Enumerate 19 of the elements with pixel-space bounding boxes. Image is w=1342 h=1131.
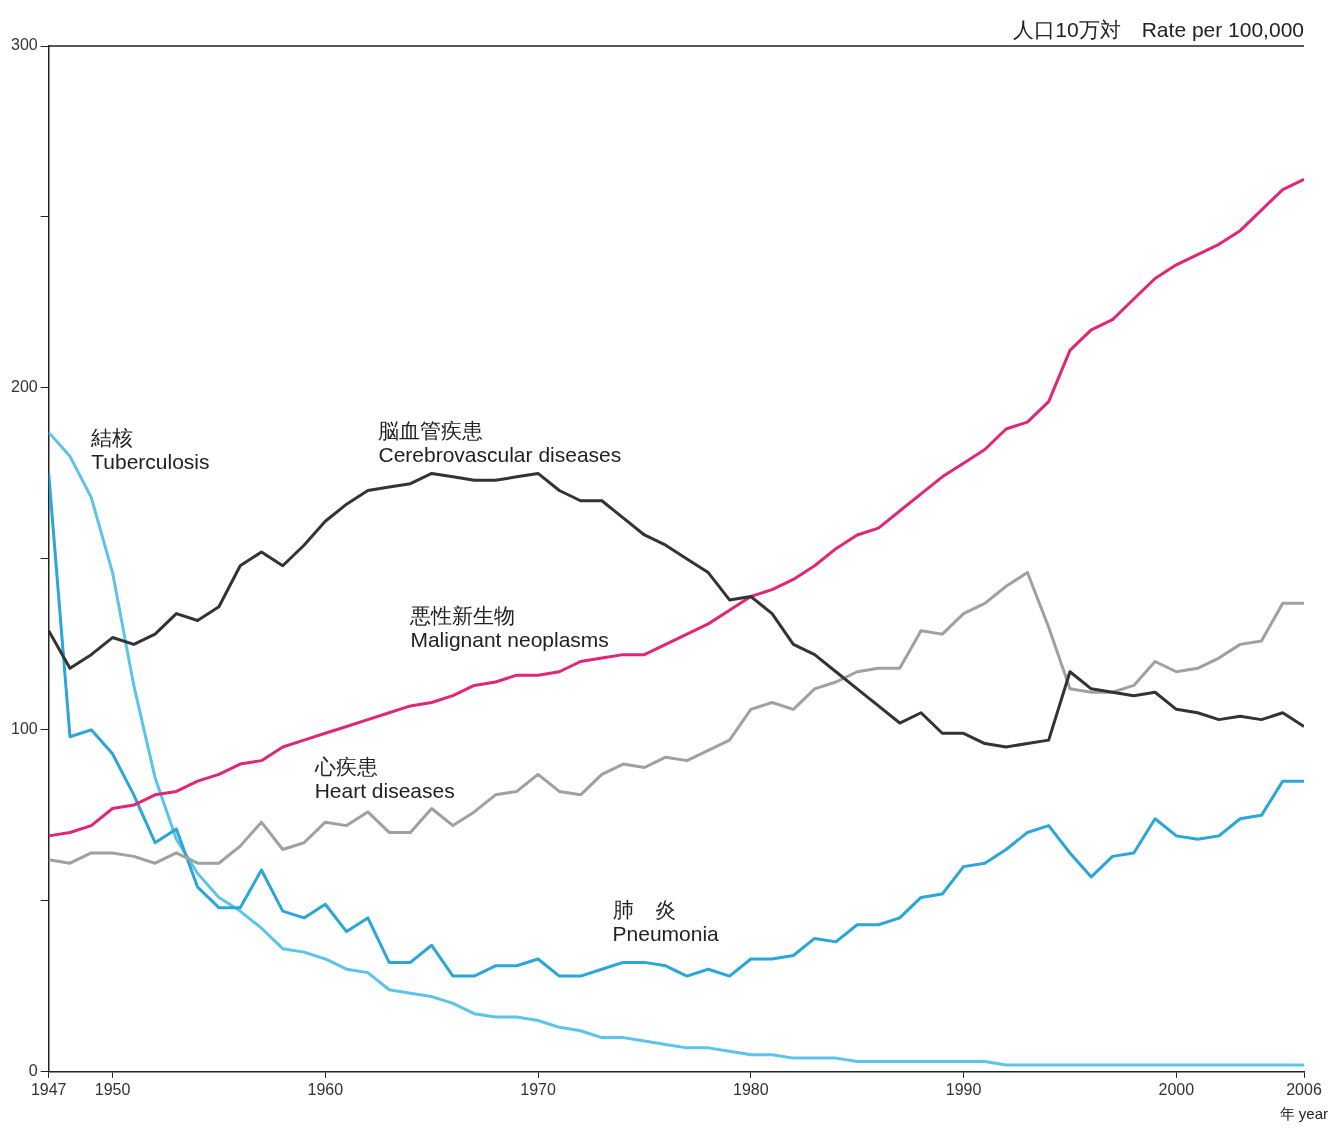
y-tick-label: 0	[28, 1062, 38, 1080]
y-tick-label: 100	[10, 720, 38, 738]
y-tick-label: 300	[10, 36, 38, 54]
x-axis-title: 年 year	[1279, 1105, 1328, 1123]
y-axis-title: 人口10万対 Rate per 100,000	[1013, 18, 1304, 42]
x-tick-label: 1960	[307, 1080, 344, 1098]
x-tick-label: 1970	[520, 1080, 556, 1098]
series-label: 脳血管疾患 Cerebrovascular diseases	[378, 419, 622, 467]
x-tick-label: 1947	[30, 1080, 67, 1098]
series-label: 結核 Tuberculosis	[90, 426, 210, 474]
x-tick-label: 1990	[945, 1080, 982, 1098]
y-tick-label: 200	[10, 378, 38, 396]
series-label: 心疾患 Heart diseases	[313, 754, 455, 802]
x-tick-label: 1980	[733, 1080, 769, 1098]
series-label: 悪性新生物 Malignant neoplasms	[409, 604, 609, 652]
x-tick-label: 2000	[1158, 1080, 1195, 1098]
x-tick-label: 2006	[1286, 1080, 1322, 1098]
series-label: 肺 炎 Pneumonia	[612, 898, 720, 946]
x-tick-label: 1950	[94, 1080, 131, 1098]
